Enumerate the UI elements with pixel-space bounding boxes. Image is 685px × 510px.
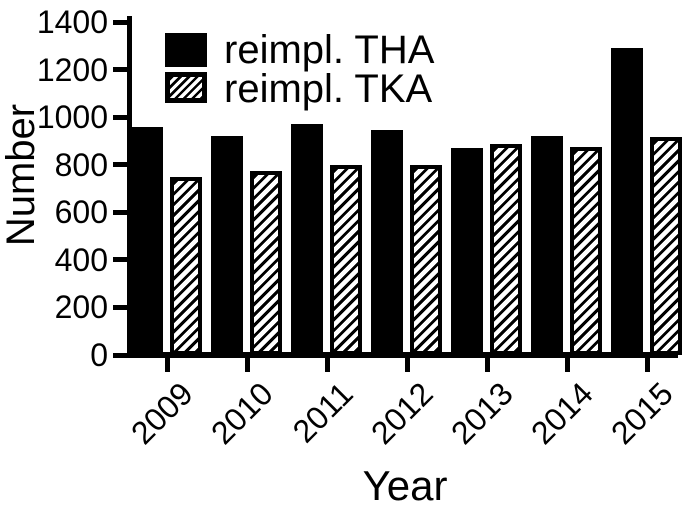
y-tick-label: 1200 (36, 51, 108, 88)
legend-swatch-hatched (165, 72, 207, 103)
bar-tha-2013 (451, 148, 483, 355)
x-tick (644, 358, 650, 372)
bar-tka-2013 (490, 144, 522, 355)
legend-swatch-solid (165, 33, 207, 67)
y-tick (113, 114, 128, 120)
y-tick (113, 304, 128, 310)
y-tick-label: 400 (54, 241, 108, 278)
x-tick (564, 358, 570, 372)
x-axis-title: Year (362, 462, 448, 509)
bar-tka-2009 (170, 176, 202, 355)
bar-tka-2010 (250, 170, 282, 355)
y-tick-label: 1400 (36, 4, 108, 40)
y-tick (113, 19, 128, 25)
bar-tha-2015 (611, 48, 643, 355)
y-tick-label: 800 (54, 146, 108, 183)
y-tick (113, 257, 128, 263)
bar-tha-2012 (371, 130, 403, 355)
legend-item-label: reimpl. THA (224, 28, 435, 72)
bar-tha-2010 (211, 136, 243, 355)
bar-tka-2011 (330, 164, 362, 355)
bar-tka-2014 (570, 146, 602, 355)
y-tick (113, 209, 128, 215)
x-axis-line (127, 352, 678, 358)
y-tick-label: 200 (54, 289, 108, 326)
y-tick-label: 600 (54, 194, 108, 231)
bar-tka-2012 (410, 164, 442, 355)
x-tick (484, 358, 490, 372)
y-tick (113, 67, 128, 73)
bar-tka-2015 (650, 137, 682, 355)
legend-item-label: reimpl. TKA (224, 67, 433, 111)
y-tick (113, 352, 128, 358)
y-axis-line (127, 16, 132, 358)
bar-tha-2009 (131, 126, 163, 355)
x-tick (404, 358, 410, 372)
bar-tha-2014 (531, 136, 563, 355)
bar-tha-2011 (291, 124, 323, 355)
y-tick-label: 1000 (36, 99, 108, 136)
y-tick (113, 162, 128, 168)
x-tick (324, 358, 330, 372)
y-tick-label: 0 (90, 337, 108, 373)
x-tick (164, 358, 170, 372)
x-tick (244, 358, 250, 372)
